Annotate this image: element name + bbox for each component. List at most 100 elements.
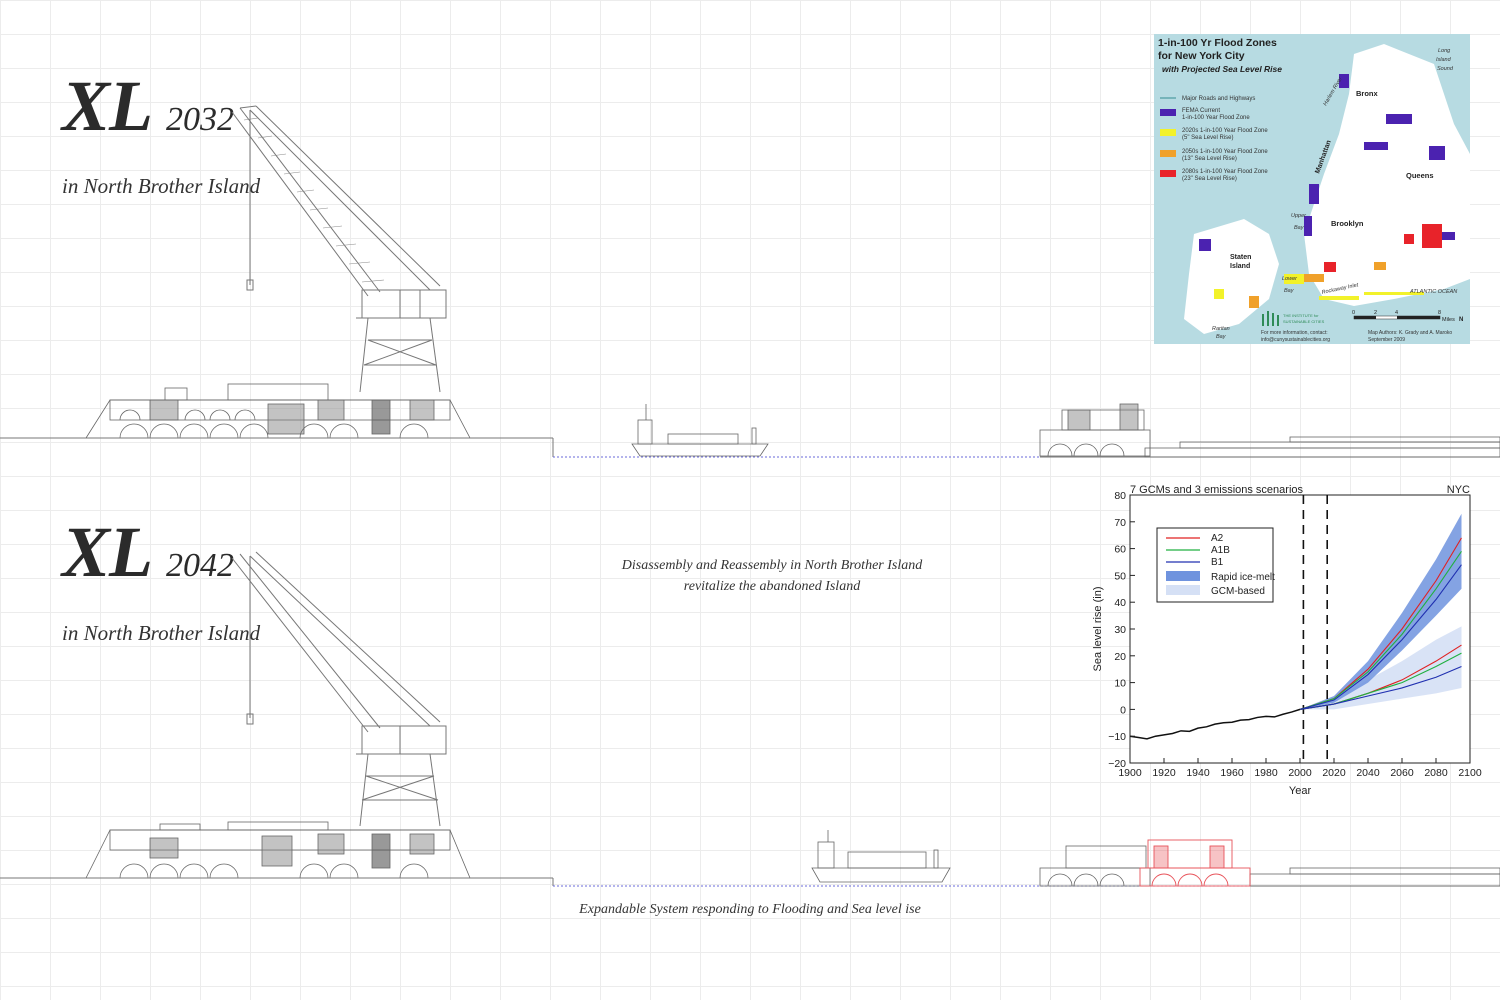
ytick-label-20: 20 — [1114, 651, 1126, 663]
series-line-4 — [1299, 550, 1462, 710]
chart-bands — [1300, 513, 1462, 710]
water-label-lower-bay: Bay — [1284, 288, 1295, 294]
ytick-label--20: −20 — [1108, 758, 1126, 770]
scale-tick-4: 4 — [1395, 310, 1398, 316]
legend-2080-line2: (23" Sea Level Rise) — [1182, 176, 1237, 182]
disassembly-caption-line2: revitalize the abandoned Island — [683, 579, 861, 594]
band-rapid-ice-melt — [1300, 513, 1462, 710]
ytick-label-80: 80 — [1114, 490, 1126, 502]
map-subtitle: with Projected Sea Level Rise — [1162, 64, 1282, 74]
ytick-label-30: 30 — [1114, 624, 1126, 636]
xtick-label-1920: 1920 — [1152, 767, 1176, 779]
map-legend: Major Roads and Highways FEMA Current 1-… — [1160, 96, 1268, 182]
xtick-label-2100: 2100 — [1458, 767, 1482, 779]
chart-lines — [1129, 537, 1462, 740]
legend-rapid-swatch — [1166, 571, 1200, 581]
ship-2042 — [811, 830, 951, 883]
map-fema-zones — [1199, 74, 1455, 251]
water-label-long: Long — [1438, 48, 1451, 54]
map-2080-zones — [1324, 224, 1442, 272]
year-label: 2042 — [166, 547, 235, 584]
observed-line — [1129, 707, 1306, 740]
map-scale-bar: 0 2 4 8 Miles N — [1352, 310, 1463, 323]
section-drawing-2032 — [0, 105, 1500, 458]
island-structure-2032 — [1039, 403, 1500, 458]
series-line-5 — [1299, 564, 1462, 710]
ytick-label-0: 0 — [1120, 704, 1126, 716]
barge-2042 — [85, 821, 471, 879]
map-2050-zones — [1249, 262, 1386, 308]
lattice-2032 — [243, 117, 385, 283]
expandable-caption: Expandable System responding to Flooding… — [579, 902, 921, 917]
crane-2032 — [231, 105, 447, 393]
chart-yticks: −20 −10 0 10 20 30 40 50 60 70 80 — [1108, 490, 1135, 770]
borough-bronx: Bronx — [1356, 89, 1378, 98]
xtick-label-1900: 1900 — [1118, 767, 1142, 779]
island-structure-2042 — [1039, 845, 1500, 887]
ytick-label-60: 60 — [1114, 544, 1126, 556]
chart-title-right: NYC — [1447, 484, 1470, 496]
legend-2020-line1: 2020s 1-in-100 Year Flood Zone — [1182, 128, 1268, 134]
legend-2080-swatch — [1160, 170, 1176, 177]
ytick-label-50: 50 — [1114, 570, 1126, 582]
chart-legend: A2 A1B B1 Rapid ice-melt GCM-based — [1156, 527, 1275, 603]
legend-a1b: A1B — [1211, 545, 1230, 556]
legend-2080-line1: 2080s 1-in-100 Year Flood Zone — [1182, 169, 1268, 175]
ytick-label-10: 10 — [1114, 678, 1126, 690]
legend-gcm-based: GCM-based — [1211, 586, 1265, 597]
year-label: 2032 — [166, 101, 235, 138]
panel-2032-location: in North Brother Island — [62, 174, 261, 198]
org-line2: SUSTAINABLE CITIES — [1283, 319, 1325, 324]
section-drawing-2042 — [0, 551, 1500, 887]
scale-tick-0: 0 — [1352, 310, 1355, 316]
water-label-raritan: Raritan — [1212, 326, 1230, 332]
legend-2050-line1: 2050s 1-in-100 Year Flood Zone — [1182, 149, 1268, 155]
authors-line1: Map Authors: K. Grady and A. Maroko — [1368, 330, 1452, 336]
chart-ylabel: Sea level rise (in) — [1092, 587, 1104, 672]
panel-2042-location: in North Brother Island — [62, 621, 261, 645]
legend-2020-swatch — [1160, 129, 1176, 136]
borough-island: Island — [1230, 263, 1250, 270]
panel-2042-title: XL 2042 — [62, 516, 234, 588]
institute-logo-icon — [1262, 311, 1279, 326]
water-label-sound: Sound — [1437, 66, 1454, 72]
xtick-label-2080: 2080 — [1424, 767, 1448, 779]
legend-fema-line1: FEMA Current — [1182, 108, 1220, 114]
ytick-label-70: 70 — [1114, 517, 1126, 529]
org-line1: THE INSTITUTE for — [1283, 313, 1319, 318]
authors-line2: September 2009 — [1368, 337, 1405, 343]
map-title-line2: for New York City — [1158, 50, 1245, 62]
panel-2032-title: XL 2032 — [62, 70, 234, 142]
scale-tick-2: 2 — [1374, 310, 1377, 316]
water-label-upper: Upper — [1291, 213, 1307, 219]
map-credits: THE INSTITUTE for SUSTAINABLE CITIES For… — [1261, 311, 1452, 343]
legend-roads: Major Roads and Highways — [1182, 96, 1255, 102]
barge-2032 — [85, 383, 471, 439]
contact-line2: info@cunysustainablecities.org — [1261, 337, 1330, 343]
ytick-label--10: −10 — [1108, 731, 1126, 743]
scale-tick-8: 8 — [1438, 310, 1441, 316]
disassembly-caption: Disassembly and Reassembly in North Brot… — [572, 555, 972, 597]
xtick-label-2040: 2040 — [1356, 767, 1380, 779]
north-arrow-icon: N — [1459, 317, 1463, 323]
water-label-atlantic: ATLANTIC OCEAN — [1409, 289, 1457, 295]
legend-2050-line2: (13" Sea Level Rise) — [1182, 156, 1237, 162]
ship-2032 — [631, 404, 769, 457]
xl-label: XL — [62, 512, 153, 592]
scale-unit: Miles — [1442, 317, 1455, 323]
xtick-label-1960: 1960 — [1220, 767, 1244, 779]
ytick-label-40: 40 — [1114, 597, 1126, 609]
legend-2020-line2: (5" Sea Level Rise) — [1182, 135, 1234, 141]
chart-xlabel: Year — [1289, 785, 1312, 797]
legend-a2: A2 — [1211, 533, 1224, 544]
borough-staten: Staten — [1230, 254, 1251, 261]
xtick-label-2060: 2060 — [1390, 767, 1414, 779]
legend-rapid-ice-melt: Rapid ice-melt — [1211, 572, 1275, 583]
legend-2050-swatch — [1160, 150, 1176, 157]
legend-fema-swatch — [1160, 109, 1176, 116]
water-label-island: Island — [1436, 57, 1452, 63]
water-label-upper-bay: Bay — [1294, 225, 1305, 231]
water-label-lower: Lower — [1282, 276, 1298, 282]
contact-line1: For more information, contact: — [1261, 330, 1328, 336]
new-red-module — [1139, 839, 1251, 887]
